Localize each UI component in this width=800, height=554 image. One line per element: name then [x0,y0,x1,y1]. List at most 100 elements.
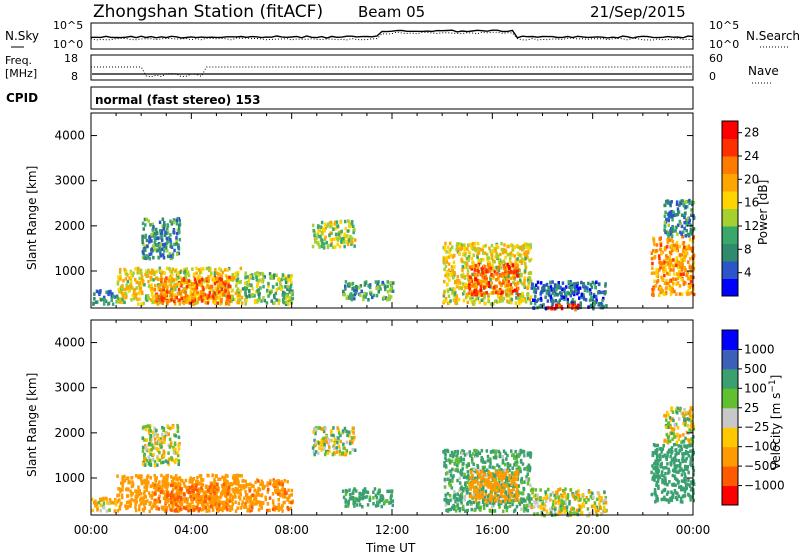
nsky-tick-high: 10^5 [53,19,83,32]
range-cell [353,504,356,508]
range-cell [376,282,379,286]
range-cell [318,426,322,430]
range-cell [487,266,490,271]
range-cell [593,294,596,299]
range-cell [221,281,225,285]
range-cell [658,293,661,297]
range-cell [546,299,550,303]
range-cell [469,485,472,489]
range-cell [456,275,459,279]
range-cell [687,276,691,281]
range-cell [192,296,195,301]
range-cell [110,294,113,298]
range-cell [527,463,531,467]
range-cell [220,299,223,304]
range-cell [334,232,338,237]
range-cell [378,500,381,504]
range-cell [469,470,473,474]
range-cell [194,290,197,295]
range-cell [202,296,205,301]
range-cell [327,222,330,226]
range-cell [688,232,691,237]
range-cell [500,491,503,495]
range-cell [144,457,147,461]
range-cell [482,257,485,262]
range-cell [484,478,488,482]
range-cell [683,258,686,262]
nsky-panel [90,22,694,50]
range-cell [508,483,511,487]
range-cell [455,244,459,248]
range-cell [253,294,256,298]
range-cell [122,479,125,483]
range-cell [352,431,355,435]
range-cell [119,267,122,272]
range-cell [227,485,231,490]
range-cell [153,247,157,252]
range-cell [476,263,480,268]
range-cell [354,291,358,295]
range-cell [540,298,543,303]
range-cell [143,248,146,252]
range-cell [158,458,162,463]
range-cell [524,253,527,258]
range-cell [481,298,485,302]
range-cell [495,285,498,289]
range-cell [466,247,469,251]
range-cell [571,298,575,302]
range-cell [665,256,668,260]
range-cell [216,287,220,292]
range-cell [206,502,209,506]
range-cell [229,492,232,497]
range-cell [655,273,658,278]
range-cell [182,286,186,291]
range-cell [206,284,210,288]
range-cell [672,264,675,268]
range-cell [360,492,363,496]
range-cell [502,296,506,301]
range-cell [657,254,661,258]
range-cell [482,251,485,255]
range-cell [323,443,326,447]
range-cell [486,269,489,274]
range-cell [517,245,521,249]
range-cell [286,294,289,298]
range-cell [517,466,521,471]
range-cell [215,277,218,281]
range-cell [489,485,493,489]
range-cell [326,437,330,441]
range-cell [234,477,238,481]
range-cell [191,301,195,306]
range-cell [342,237,345,241]
range-cell [361,493,365,498]
range-cell [191,489,195,493]
range-cell [679,201,683,206]
range-cell [200,482,204,487]
range-cell [653,271,656,275]
range-cell [258,295,261,299]
range-cell [460,491,464,496]
range-cell [459,285,462,290]
range-cell [133,295,136,299]
range-cell [154,483,157,487]
range-cell [380,498,384,503]
range-cell [151,268,154,273]
range-cell [171,490,174,494]
range-cell [231,497,234,501]
range-cell [336,242,339,247]
range-cell [506,299,509,303]
range-cell [228,496,232,501]
range-cell [154,243,158,247]
range-cell [377,280,380,284]
range-cell [168,252,172,256]
range-cell [199,290,203,294]
range-cell [120,493,124,497]
range-cell [454,301,457,305]
range-cell [131,480,134,484]
y-tick-label: 4000 [54,129,85,143]
range-cell [143,503,146,507]
range-cell [487,297,490,302]
range-cell [167,432,170,436]
range-cell [506,276,509,281]
range-cell [453,490,456,494]
